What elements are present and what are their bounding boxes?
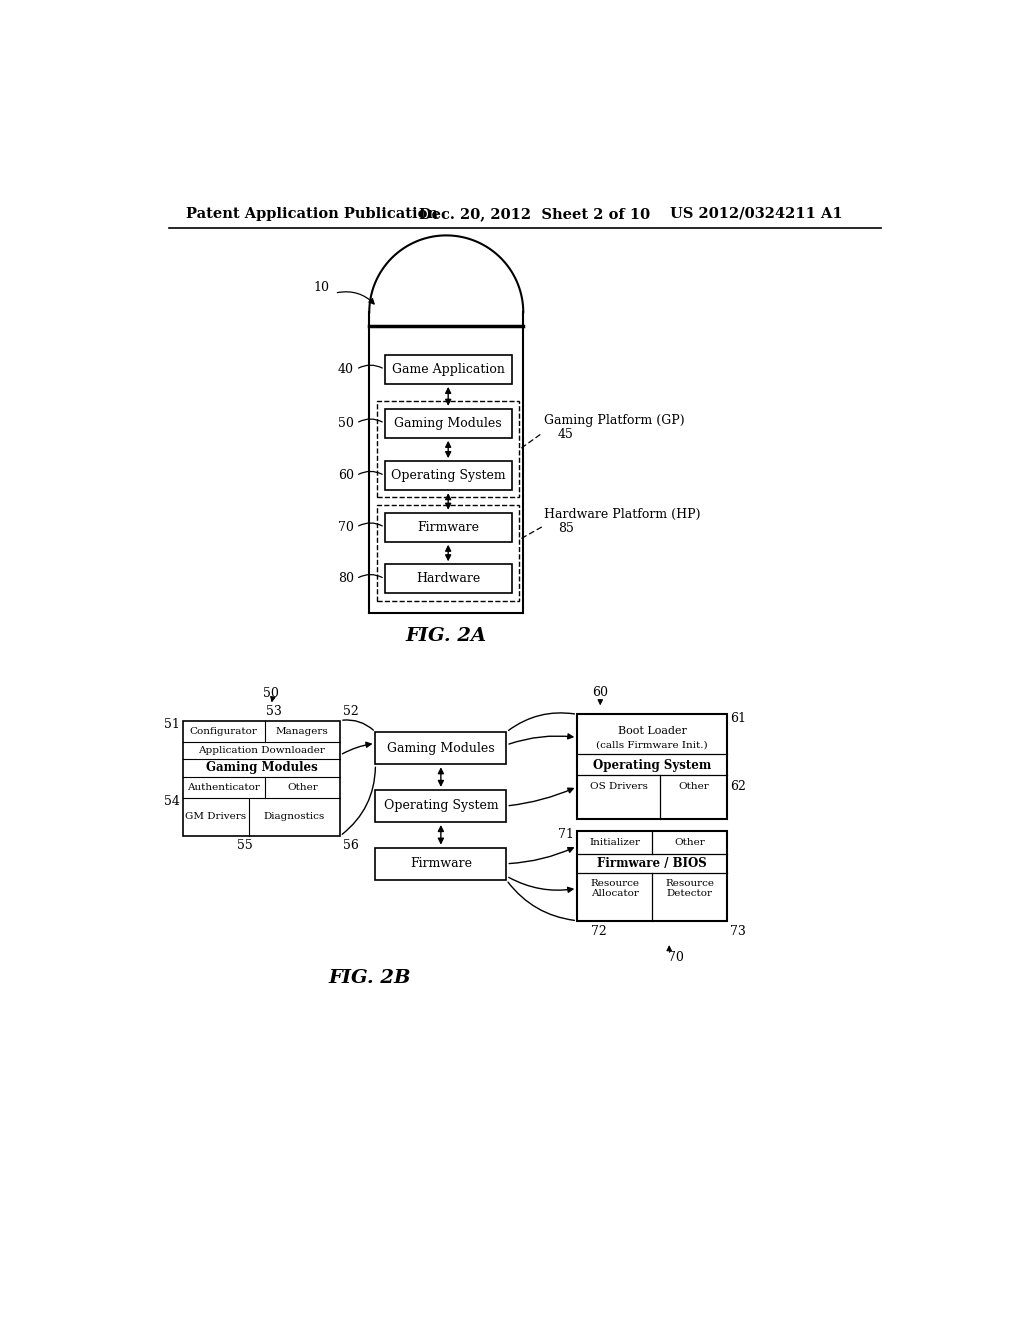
Bar: [578, 714, 727, 818]
Bar: [578, 830, 727, 921]
Text: 60: 60: [593, 686, 608, 700]
Text: Operating System: Operating System: [391, 469, 506, 482]
Text: 54: 54: [164, 795, 180, 808]
Text: GM Drivers: GM Drivers: [185, 812, 247, 821]
Text: Hardware Platform (HP): Hardware Platform (HP): [544, 508, 700, 520]
Text: Operating System: Operating System: [593, 759, 712, 772]
Text: Diagnostics: Diagnostics: [264, 812, 325, 821]
Bar: [376, 789, 506, 822]
Text: 70: 70: [338, 520, 354, 533]
Text: 71: 71: [558, 828, 574, 841]
Text: Firmware: Firmware: [417, 520, 479, 533]
Text: 60: 60: [338, 469, 354, 482]
Text: Resource
Allocator: Resource Allocator: [590, 879, 639, 898]
Text: Authenticator: Authenticator: [187, 783, 260, 792]
Text: Gaming Platform (GP): Gaming Platform (GP): [544, 413, 685, 426]
Text: Firmware: Firmware: [410, 857, 472, 870]
Bar: [376, 847, 506, 880]
Bar: [376, 733, 506, 764]
Text: Patent Application Publication: Patent Application Publication: [186, 207, 438, 220]
Text: Other: Other: [675, 838, 706, 846]
Text: Managers: Managers: [275, 727, 329, 735]
Text: 73: 73: [730, 925, 746, 939]
Text: Gaming Modules: Gaming Modules: [387, 742, 495, 755]
Text: Application Downloader: Application Downloader: [198, 746, 325, 755]
Text: 80: 80: [338, 573, 354, 585]
Bar: [385, 564, 512, 594]
Text: 40: 40: [338, 363, 354, 376]
Text: Game Application: Game Application: [392, 363, 505, 376]
Text: 85: 85: [558, 521, 573, 535]
Text: 61: 61: [730, 711, 746, 725]
Text: Resource
Detector: Resource Detector: [666, 879, 715, 898]
Text: US 2012/0324211 A1: US 2012/0324211 A1: [670, 207, 842, 220]
Text: Operating System: Operating System: [384, 800, 499, 813]
Bar: [385, 512, 512, 543]
Text: Other: Other: [678, 783, 709, 791]
Text: 50: 50: [263, 686, 279, 700]
Bar: [377, 506, 519, 601]
Text: Configurator: Configurator: [189, 727, 258, 735]
Text: 56: 56: [343, 838, 359, 851]
Text: 52: 52: [343, 705, 358, 718]
Text: Dec. 20, 2012  Sheet 2 of 10: Dec. 20, 2012 Sheet 2 of 10: [419, 207, 650, 220]
Bar: [183, 721, 340, 836]
Bar: [385, 355, 512, 384]
Text: FIG. 2B: FIG. 2B: [328, 969, 411, 987]
Text: FIG. 2A: FIG. 2A: [406, 627, 486, 644]
Text: 53: 53: [266, 705, 282, 718]
Text: 51: 51: [164, 718, 180, 731]
Bar: [377, 401, 519, 498]
Bar: [385, 409, 512, 438]
Text: Firmware / BIOS: Firmware / BIOS: [597, 857, 708, 870]
Text: (calls Firmware Init.): (calls Firmware Init.): [596, 741, 708, 750]
Text: Boot Loader: Boot Loader: [617, 726, 687, 737]
Text: 45: 45: [558, 428, 573, 441]
Text: Gaming Modules: Gaming Modules: [394, 417, 502, 430]
Text: 10: 10: [313, 281, 330, 294]
Text: 62: 62: [730, 780, 746, 793]
Text: Other: Other: [287, 783, 317, 792]
Text: Hardware: Hardware: [416, 573, 480, 585]
Text: OS Drivers: OS Drivers: [590, 783, 647, 791]
Bar: [385, 461, 512, 490]
Text: 55: 55: [238, 838, 253, 851]
Text: Initializer: Initializer: [589, 838, 640, 846]
Text: 50: 50: [338, 417, 354, 430]
Text: 72: 72: [591, 925, 607, 939]
Text: 70: 70: [668, 952, 683, 964]
Text: Gaming Modules: Gaming Modules: [206, 762, 317, 775]
